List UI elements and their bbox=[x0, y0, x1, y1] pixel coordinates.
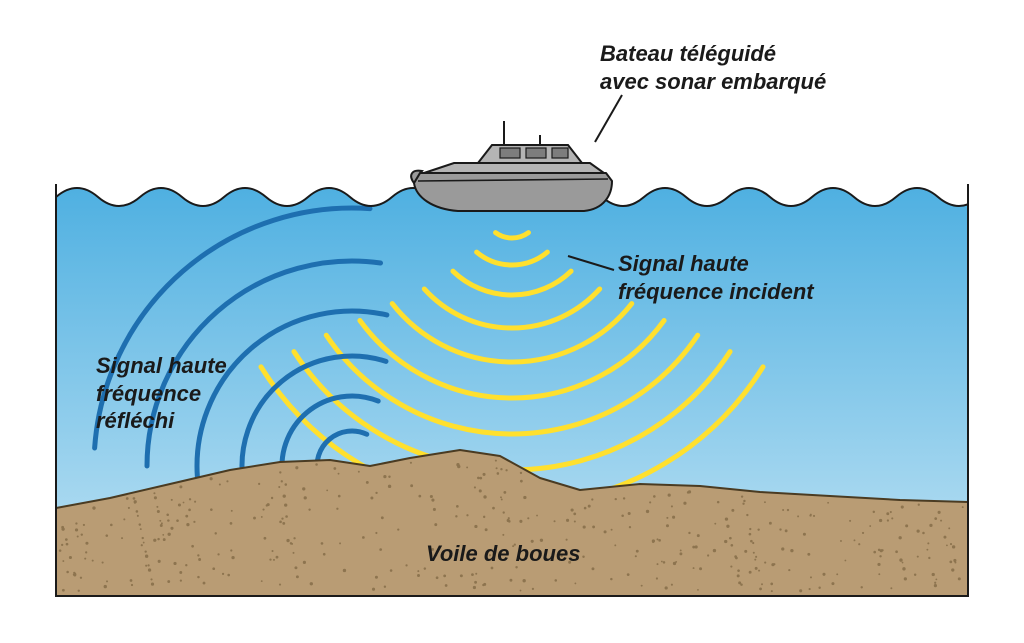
label-seabed: Voile de boues bbox=[426, 540, 580, 568]
label-incident: Signal haute fréquence incident bbox=[618, 250, 814, 305]
label-reflected: Signal haute fréquence réfléchi bbox=[96, 352, 227, 435]
diagram-canvas: Bateau téléguidé avec sonar embarqué Sig… bbox=[0, 0, 1024, 643]
label-boat: Bateau téléguidé avec sonar embarqué bbox=[600, 40, 826, 95]
